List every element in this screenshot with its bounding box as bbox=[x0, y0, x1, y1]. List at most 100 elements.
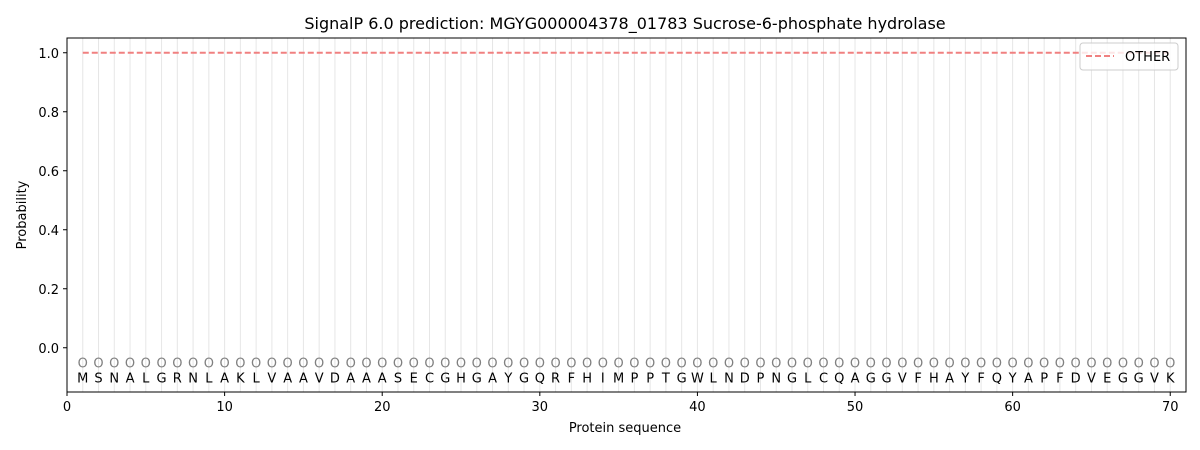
residue-54: F bbox=[914, 371, 921, 386]
position-label-13: O bbox=[267, 357, 277, 372]
position-label-22: O bbox=[409, 357, 419, 372]
residue-24: G bbox=[440, 371, 450, 386]
position-label-68: O bbox=[1134, 357, 1144, 372]
x-tick-label-50: 50 bbox=[847, 400, 864, 415]
position-label-60: O bbox=[1008, 357, 1018, 372]
residue-32: F bbox=[568, 371, 575, 386]
residue-63: F bbox=[1056, 371, 1063, 386]
position-label-59: O bbox=[992, 357, 1002, 372]
y-tick-label-0: 0.0 bbox=[38, 342, 59, 357]
residue-70: K bbox=[1166, 371, 1175, 386]
position-label-53: O bbox=[897, 357, 907, 372]
residue-64: D bbox=[1071, 371, 1081, 386]
residue-22: E bbox=[410, 371, 418, 386]
position-label-39: O bbox=[677, 357, 687, 372]
position-label-24: O bbox=[440, 357, 450, 372]
residue-42: N bbox=[724, 371, 734, 386]
residue-56: A bbox=[945, 371, 954, 386]
residue-29: G bbox=[519, 371, 529, 386]
residue-4: A bbox=[126, 371, 135, 386]
position-label-23: O bbox=[424, 357, 434, 372]
residue-46: G bbox=[787, 371, 797, 386]
position-label-47: O bbox=[803, 357, 813, 372]
position-label-62: O bbox=[1039, 357, 1049, 372]
grid-layer bbox=[82, 38, 1171, 392]
x-tick-label-60: 60 bbox=[1004, 400, 1021, 415]
residue-35: M bbox=[613, 371, 624, 386]
residue-28: Y bbox=[503, 371, 512, 386]
position-label-37: O bbox=[645, 357, 655, 372]
residue-34: I bbox=[601, 371, 605, 386]
position-label-4: O bbox=[125, 357, 135, 372]
position-label-70: O bbox=[1165, 357, 1175, 372]
x-tick-label-30: 30 bbox=[532, 400, 549, 415]
y-tick-label-3: 0.6 bbox=[38, 165, 59, 180]
position-label-54: O bbox=[913, 357, 923, 372]
residue-37: P bbox=[646, 371, 654, 386]
residue-61: A bbox=[1024, 371, 1033, 386]
position-label-51: O bbox=[866, 357, 876, 372]
x-tick-label-20: 20 bbox=[374, 400, 391, 415]
y-tick-label-1: 0.2 bbox=[38, 283, 59, 298]
position-label-58: O bbox=[976, 357, 986, 372]
x-tick-label-70: 70 bbox=[1162, 400, 1179, 415]
residue-43: D bbox=[740, 371, 750, 386]
residue-6: G bbox=[157, 371, 167, 386]
residue-48: C bbox=[819, 371, 828, 386]
residue-62: P bbox=[1040, 371, 1048, 386]
residue-40: W bbox=[691, 371, 704, 386]
residue-13: V bbox=[267, 371, 276, 386]
position-label-21: O bbox=[393, 357, 403, 372]
residue-5: L bbox=[142, 371, 150, 386]
x-axis-ticks: 0 10 20 30 40 50 60 70 bbox=[63, 392, 1179, 415]
position-label-32: O bbox=[566, 357, 576, 372]
residue-60: Y bbox=[1008, 371, 1017, 386]
position-label-49: O bbox=[834, 357, 844, 372]
residue-27: A bbox=[488, 371, 497, 386]
position-label-35: O bbox=[614, 357, 624, 372]
residue-50: A bbox=[851, 371, 860, 386]
residue-19: A bbox=[362, 371, 371, 386]
residue-66: E bbox=[1103, 371, 1111, 386]
position-label-33: O bbox=[582, 357, 592, 372]
y-axis-label: Probability bbox=[15, 180, 30, 249]
position-label-55: O bbox=[929, 357, 939, 372]
position-label-27: O bbox=[487, 357, 497, 372]
position-label-38: O bbox=[661, 357, 671, 372]
position-label-52: O bbox=[881, 357, 891, 372]
position-label-26: O bbox=[472, 357, 482, 372]
position-label-63: O bbox=[1055, 357, 1065, 372]
residue-36: P bbox=[630, 371, 638, 386]
position-label-14: O bbox=[283, 357, 293, 372]
position-label-19: O bbox=[361, 357, 371, 372]
residue-26: G bbox=[472, 371, 482, 386]
x-axis-label: Protein sequence bbox=[569, 421, 681, 436]
legend-label-other: OTHER bbox=[1125, 50, 1170, 65]
residue-52: G bbox=[882, 371, 892, 386]
position-label-5: O bbox=[141, 357, 151, 372]
position-label-30: O bbox=[535, 357, 545, 372]
position-label-56: O bbox=[944, 357, 954, 372]
residue-65: V bbox=[1087, 371, 1096, 386]
residue-30: Q bbox=[535, 371, 545, 386]
chart-title: SignalP 6.0 prediction: MGYG000004378_01… bbox=[304, 14, 945, 34]
residue-31: R bbox=[551, 371, 560, 386]
residue-67: G bbox=[1118, 371, 1128, 386]
position-label-8: O bbox=[188, 357, 198, 372]
position-label-61: O bbox=[1023, 357, 1033, 372]
position-label-36: O bbox=[629, 357, 639, 372]
y-tick-label-5: 1.0 bbox=[38, 47, 59, 62]
position-label-2: O bbox=[93, 357, 103, 372]
position-label-18: O bbox=[346, 357, 356, 372]
position-label-57: O bbox=[960, 357, 970, 372]
position-label-40: O bbox=[692, 357, 702, 372]
position-label-31: O bbox=[550, 357, 560, 372]
residue-14: A bbox=[283, 371, 292, 386]
residue-8: N bbox=[188, 371, 198, 386]
position-label-7: O bbox=[172, 357, 182, 372]
residue-38: T bbox=[661, 371, 670, 386]
legend: OTHER bbox=[1079, 42, 1179, 71]
residue-2: S bbox=[94, 371, 102, 386]
